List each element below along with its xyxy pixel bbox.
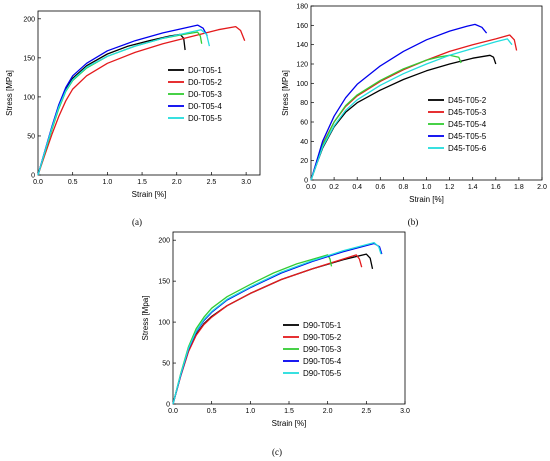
y-tick-label: 100 xyxy=(296,81,308,88)
series-line-D90-T05-5 xyxy=(172,241,382,405)
y-tick-label: 0 xyxy=(166,402,170,409)
legend-label: D90-T05-3 xyxy=(303,345,342,354)
y-tick-label: 40 xyxy=(300,139,308,146)
y-axis-label: Stress [MPa] xyxy=(281,70,290,116)
series-line-D90-T05-2 xyxy=(172,254,363,405)
x-tick-label: 0.8 xyxy=(399,184,409,191)
y-tick-label: 140 xyxy=(296,42,308,49)
x-tick-label: 1.5 xyxy=(137,179,147,186)
series-line-D45-T05-5 xyxy=(310,23,488,181)
x-tick-label: 1.6 xyxy=(491,184,501,191)
y-tick-label: 100 xyxy=(23,94,35,101)
x-axis-label: Strain [%] xyxy=(132,190,167,199)
legend-label: D90-T05-5 xyxy=(303,369,342,378)
series-line-D0-T05-5 xyxy=(37,29,211,176)
legend-label: D0-T05-2 xyxy=(188,78,222,87)
x-tick-label: 3.0 xyxy=(241,179,251,186)
x-tick-label: 1.2 xyxy=(445,184,455,191)
x-tick-label: 2.5 xyxy=(361,408,371,415)
y-tick-label: 50 xyxy=(27,133,35,140)
legend-label: D0-T05-1 xyxy=(188,66,222,75)
series-line-D0-T05-2 xyxy=(37,25,246,176)
chart-2: 0.0 0.2 0.4 0.6 0.8 1.0 1.2 1.4 1.6 1.8 2.0 0 20 40 60… xyxy=(281,4,547,228)
x-tick-label: 1.8 xyxy=(514,184,524,191)
y-tick-label: 100 xyxy=(158,320,170,327)
legend-label: D0-T05-5 xyxy=(188,114,222,123)
y-tick-label: 200 xyxy=(23,16,35,23)
y-axis-label: Stress [Mpa] xyxy=(141,296,150,341)
legend-label: D45-T05-6 xyxy=(448,144,487,153)
x-tick-label: 0.0 xyxy=(306,184,316,191)
legend-label: D90-T05-1 xyxy=(303,321,342,330)
x-tick-label: 2.0 xyxy=(172,179,182,186)
x-tick-label: 3.0 xyxy=(400,408,410,415)
y-tick-label: 20 xyxy=(300,158,308,165)
x-tick-label: 0.0 xyxy=(168,408,178,415)
figure-caption: (b) xyxy=(408,217,419,227)
legend-label: D90-T05-2 xyxy=(303,333,342,342)
y-tick-label: 0 xyxy=(304,178,308,185)
y-tick-label: 160 xyxy=(296,23,308,30)
chart-1: 0.0 0.5 1.0 1.5 2.0 2.5 3.0 0 50 100 150 200 Strain … xyxy=(5,10,261,227)
legend-label: D45-T05-4 xyxy=(448,120,487,129)
legend-label: D45-T05-5 xyxy=(448,132,487,141)
y-tick-label: 150 xyxy=(23,55,35,62)
x-tick-label: 0.4 xyxy=(352,184,362,191)
plot-frame xyxy=(310,5,543,181)
x-tick-label: 1.0 xyxy=(245,408,255,415)
y-tick-label: 60 xyxy=(300,120,308,127)
x-tick-label: 0.6 xyxy=(375,184,385,191)
series-line-D45-T05-6 xyxy=(310,38,513,181)
x-tick-label: 2.0 xyxy=(537,184,547,191)
y-tick-label: 0 xyxy=(31,173,35,180)
legend-label: D45-T05-3 xyxy=(448,108,487,117)
y-tick-label: 180 xyxy=(296,4,308,11)
y-tick-label: 200 xyxy=(158,238,170,245)
figure-caption: (c) xyxy=(272,447,282,457)
x-tick-label: 0.5 xyxy=(207,408,217,415)
x-axis-label: Strain [%] xyxy=(272,419,307,428)
y-tick-label: 150 xyxy=(158,279,170,286)
y-tick-label: 50 xyxy=(162,361,170,368)
legend-label: D90-T05-4 xyxy=(303,357,342,366)
x-tick-label: 2.0 xyxy=(323,408,333,415)
legend-label: D0-T05-3 xyxy=(188,90,222,99)
figure-caption: (a) xyxy=(132,217,142,227)
x-tick-label: 0.0 xyxy=(33,179,43,186)
series-line-D90-T05-3 xyxy=(172,254,333,405)
series-line-D0-T05-3 xyxy=(37,31,203,176)
chart-3: 0.0 0.5 1.0 1.5 2.0 2.5 3.0 0 50 100 150 200 Strain … xyxy=(141,231,410,457)
x-tick-label: 0.5 xyxy=(68,179,78,186)
y-tick-label: 80 xyxy=(300,100,308,107)
x-tick-label: 1.0 xyxy=(422,184,432,191)
x-tick-label: 1.4 xyxy=(468,184,478,191)
x-tick-label: 2.5 xyxy=(207,179,217,186)
y-tick-label: 120 xyxy=(296,62,308,69)
y-axis-label: Stress [MPa] xyxy=(5,70,14,116)
plot-frame xyxy=(37,10,261,176)
x-tick-label: 1.0 xyxy=(103,179,113,186)
x-axis-label: Strain [%] xyxy=(409,195,444,204)
legend-label: D45-T05-2 xyxy=(448,96,487,105)
x-tick-label: 0.2 xyxy=(329,184,339,191)
x-tick-label: 1.5 xyxy=(284,408,294,415)
legend-label: D0-T05-4 xyxy=(188,102,222,111)
